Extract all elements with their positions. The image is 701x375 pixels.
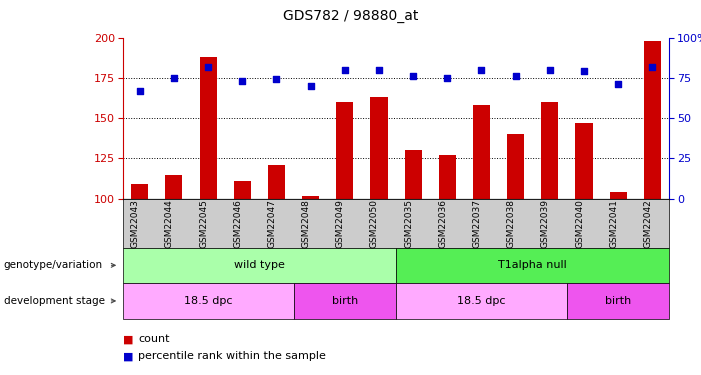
- Bar: [165, 175, 182, 199]
- Point: [168, 75, 179, 81]
- Point: [442, 75, 453, 81]
- Text: GSM22047: GSM22047: [268, 199, 276, 248]
- Bar: [200, 57, 217, 199]
- Point: [305, 83, 316, 89]
- Text: T1alpha null: T1alpha null: [498, 260, 567, 270]
- Text: GSM22037: GSM22037: [472, 199, 482, 248]
- Text: ■: ■: [123, 334, 137, 344]
- Text: GSM22050: GSM22050: [370, 199, 379, 248]
- Point: [647, 63, 658, 69]
- Text: wild type: wild type: [234, 260, 285, 270]
- Text: GSM22046: GSM22046: [233, 199, 243, 248]
- Text: GSM22035: GSM22035: [404, 199, 413, 248]
- Point: [134, 88, 145, 94]
- Bar: [268, 165, 285, 199]
- Text: birth: birth: [605, 296, 632, 306]
- Text: GSM22038: GSM22038: [507, 199, 516, 248]
- Bar: [473, 105, 490, 199]
- Bar: [576, 123, 592, 199]
- Bar: [302, 195, 319, 199]
- Point: [203, 63, 214, 69]
- Text: birth: birth: [332, 296, 358, 306]
- Text: GSM22040: GSM22040: [575, 199, 584, 248]
- Text: GSM22036: GSM22036: [438, 199, 447, 248]
- Bar: [610, 192, 627, 199]
- Bar: [233, 181, 251, 199]
- Point: [339, 67, 350, 73]
- Point: [578, 68, 590, 74]
- Point: [544, 67, 555, 73]
- Bar: [541, 102, 559, 199]
- Text: count: count: [138, 334, 170, 344]
- Point: [271, 76, 282, 82]
- Bar: [404, 150, 422, 199]
- Point: [374, 67, 385, 73]
- Text: GSM22039: GSM22039: [541, 199, 550, 248]
- Text: 18.5 dpc: 18.5 dpc: [457, 296, 505, 306]
- Text: 18.5 dpc: 18.5 dpc: [184, 296, 232, 306]
- Point: [510, 73, 522, 79]
- Point: [613, 81, 624, 87]
- Point: [407, 73, 418, 79]
- Text: percentile rank within the sample: percentile rank within the sample: [138, 351, 326, 361]
- Text: GSM22049: GSM22049: [336, 199, 345, 248]
- Text: GSM22045: GSM22045: [199, 199, 208, 248]
- Text: GSM22044: GSM22044: [165, 199, 174, 248]
- Text: GSM22043: GSM22043: [131, 199, 139, 248]
- Bar: [644, 41, 661, 199]
- Bar: [370, 97, 388, 199]
- Bar: [336, 102, 353, 199]
- Text: GSM22042: GSM22042: [644, 199, 653, 248]
- Text: GSM22048: GSM22048: [301, 199, 311, 248]
- Text: genotype/variation: genotype/variation: [4, 260, 102, 270]
- Text: GDS782 / 98880_at: GDS782 / 98880_at: [283, 9, 418, 23]
- Text: GSM22041: GSM22041: [609, 199, 618, 248]
- Text: ■: ■: [123, 351, 137, 361]
- Bar: [439, 155, 456, 199]
- Point: [237, 78, 248, 84]
- Bar: [131, 184, 149, 199]
- Text: development stage: development stage: [4, 296, 104, 306]
- Point: [476, 67, 487, 73]
- Bar: [507, 134, 524, 199]
